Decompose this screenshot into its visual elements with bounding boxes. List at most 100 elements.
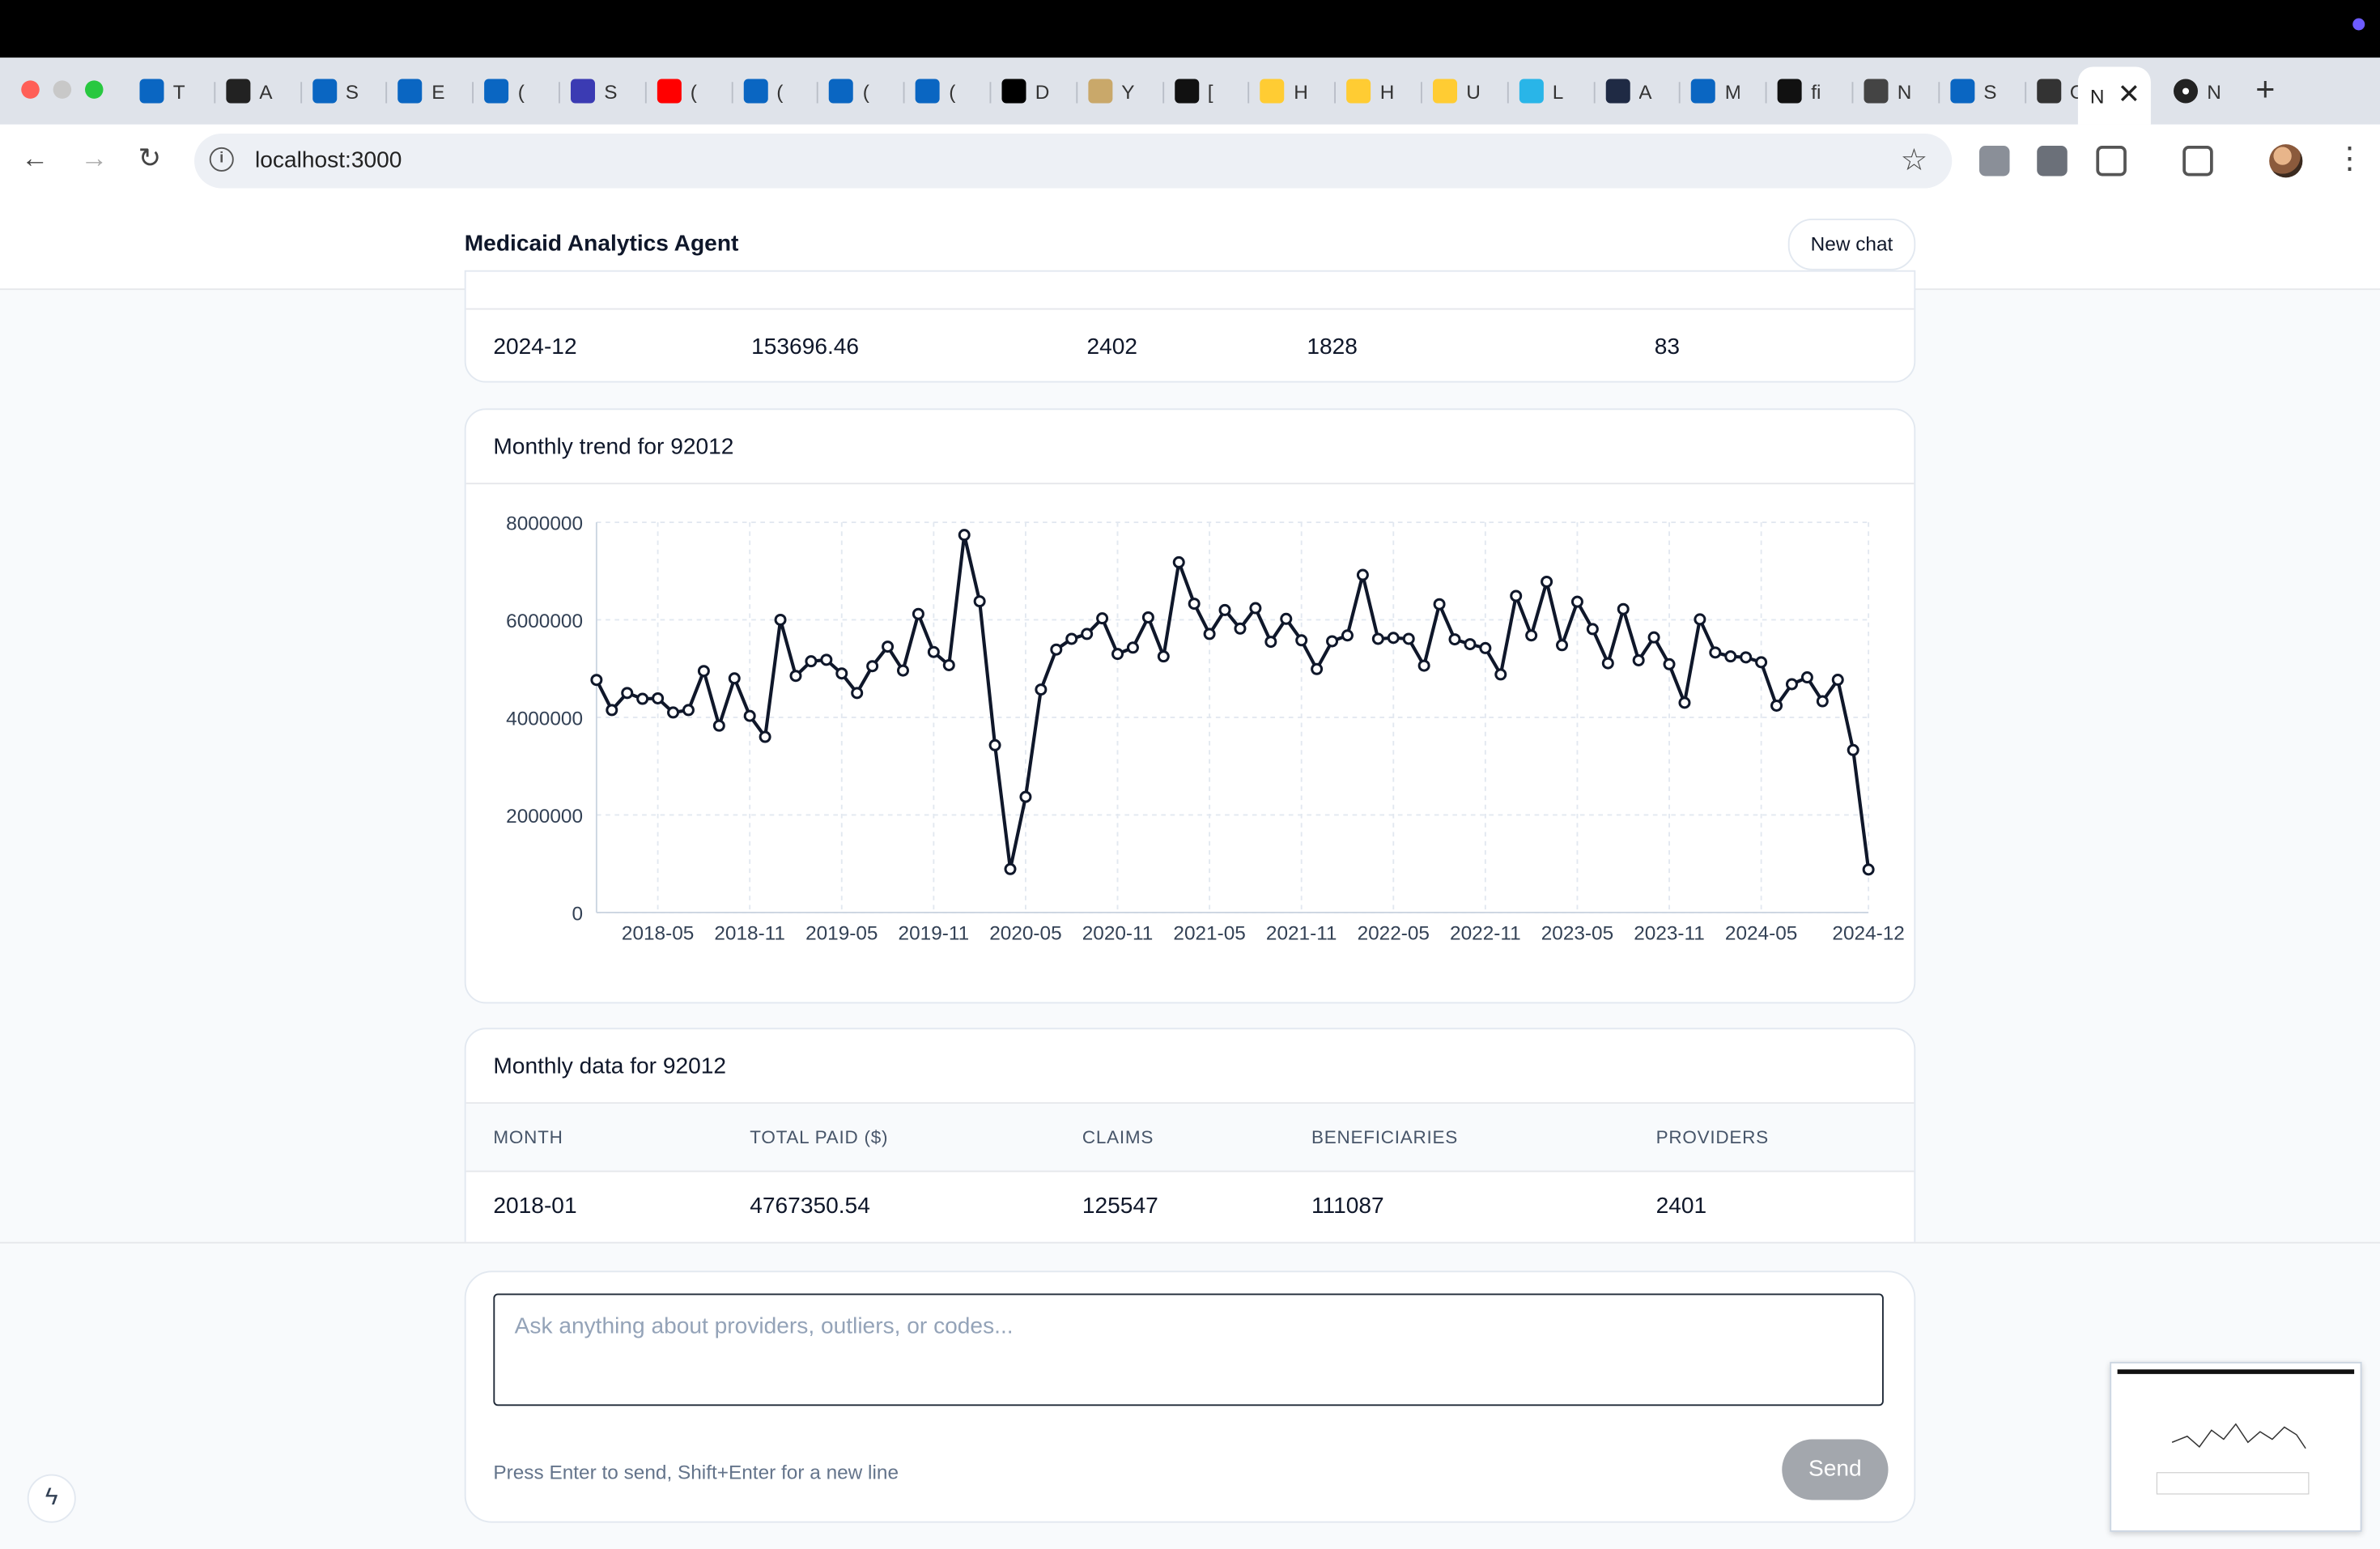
app-title: Medicaid Analytics Agent: [464, 231, 739, 257]
tab-separator: [730, 82, 733, 104]
composer-area: Press Enter to send, Shift+Enter for a n…: [0, 1241, 2380, 1549]
data-point: [1617, 602, 1630, 615]
data-point: [1816, 695, 1829, 708]
tab-github[interactable]: ● N: [2174, 76, 2222, 107]
browser-toolbar: ← → ↻ i localhost:3000 ☆ ⋮: [0, 124, 2380, 202]
tab-separator: [385, 82, 388, 104]
tab-separator: [1334, 82, 1337, 104]
new-tab-button[interactable]: +: [2255, 70, 2276, 109]
perplexity-icon: [1777, 79, 1802, 104]
extensions-puzzle-icon[interactable]: [2096, 146, 2127, 177]
thumbnail-chart: [2156, 1423, 2310, 1495]
page-thumbnail-preview[interactable]: [2110, 1361, 2362, 1532]
maximize-window-button[interactable]: [85, 80, 104, 99]
x-tick-label: 2018-11: [714, 923, 785, 945]
tab-label: E: [431, 79, 445, 103]
extension-j-icon[interactable]: [2037, 146, 2068, 177]
new-chat-button[interactable]: New chat: [1787, 219, 1916, 270]
data-point: [1417, 659, 1430, 672]
tab-active[interactable]: N ✕: [2077, 66, 2151, 125]
data-point: [712, 719, 725, 732]
back-icon[interactable]: ←: [21, 143, 49, 173]
data-point: [1647, 631, 1660, 644]
minimize-window-button[interactable]: [53, 80, 72, 99]
tab-separator: [2024, 82, 2026, 104]
tab-11[interactable]: Y: [1087, 76, 1137, 107]
tab-label: Y: [1121, 79, 1135, 103]
bookmark-star-icon[interactable]: ☆: [1900, 144, 1928, 178]
data-point: [1847, 743, 1859, 756]
address-bar[interactable]: i localhost:3000 ☆: [194, 134, 1953, 189]
data-point: [667, 706, 680, 719]
chart-card: Monthly trend for 92012 0 2000000 4000000 6…: [464, 408, 1916, 1004]
prompt-input[interactable]: [493, 1293, 1884, 1406]
chrome-icon: [1864, 79, 1889, 104]
tab-15[interactable]: U: [1433, 76, 1481, 107]
tab-21[interactable]: S: [1949, 76, 1999, 107]
tab-12[interactable]: [: [1174, 76, 1222, 107]
tab-1[interactable]: A: [225, 76, 274, 107]
data-point: [1157, 650, 1170, 663]
close-tab-icon[interactable]: ✕: [2117, 79, 2140, 110]
x-tick-label: 2020-05: [989, 923, 1061, 945]
tab-3[interactable]: E: [397, 76, 447, 107]
tab-7[interactable]: (: [742, 76, 792, 107]
data-point: [697, 665, 710, 678]
tab-9[interactable]: (: [915, 76, 964, 107]
data-point: [1785, 678, 1798, 691]
data-point: [1724, 650, 1737, 663]
extension-icon[interactable]: [1979, 146, 2010, 177]
tab-17[interactable]: A: [1604, 76, 1654, 107]
tab-16[interactable]: L: [1519, 76, 1567, 107]
tab-label: L: [1552, 79, 1564, 103]
tab-5[interactable]: S: [571, 76, 619, 107]
profile-avatar[interactable]: [2269, 144, 2303, 178]
tab-19[interactable]: fi: [1777, 76, 1826, 107]
reload-icon[interactable]: ↻: [138, 143, 161, 173]
data-point: [1464, 638, 1477, 651]
tab-separator: [300, 82, 302, 104]
tab-0[interactable]: T: [139, 76, 189, 107]
url-text[interactable]: localhost:3000: [255, 147, 402, 173]
tab-18[interactable]: M: [1691, 76, 1740, 107]
tab-label: (: [690, 79, 697, 103]
tab-14[interactable]: H: [1346, 76, 1395, 107]
x-icon: [1001, 79, 1026, 104]
table-card-title: Monthly data for 92012: [493, 1053, 727, 1080]
forward-icon[interactable]: →: [80, 143, 108, 173]
tab-separator: [1851, 82, 1854, 104]
tab-search-icon[interactable]: [2182, 146, 2213, 177]
y-tick-label: 0: [572, 903, 583, 925]
cell-claims: 2402: [1086, 334, 1138, 360]
tab-label: S: [604, 79, 618, 103]
bolt-icon[interactable]: ϟ: [27, 1474, 76, 1523]
y-tick-label: 2000000: [506, 806, 583, 828]
shield-icon: [1087, 79, 1112, 104]
tab-label: fi: [1811, 79, 1821, 103]
close-window-button[interactable]: [21, 80, 40, 99]
x-tick-label: 2021-11: [1266, 923, 1337, 945]
tab-10[interactable]: D: [1001, 76, 1051, 107]
tab-6[interactable]: (: [657, 76, 705, 107]
send-button[interactable]: Send: [1782, 1439, 1889, 1500]
site-info-icon[interactable]: i: [209, 147, 234, 172]
browser-menu-icon[interactable]: ⋮: [2334, 143, 2365, 177]
tab-20[interactable]: N: [1864, 76, 1913, 107]
header-month: MONTH: [493, 1126, 563, 1148]
x-tick-label: 2023-05: [1541, 923, 1613, 945]
monthly-data-card: Monthly data for 92012 MONTH TOTAL PAID …: [464, 1028, 1916, 1275]
x-tick-label: 2022-11: [1450, 923, 1521, 945]
table-header-row: MONTH TOTAL PAID ($) CLAIMS BENEFICIARIE…: [465, 1104, 1915, 1172]
tab-4[interactable]: (: [484, 76, 533, 107]
tab-2[interactable]: S: [312, 76, 360, 107]
data-point: [805, 655, 818, 668]
data-point: [1586, 623, 1599, 636]
data-point: [1326, 635, 1339, 648]
tab-label: S: [1983, 79, 1997, 103]
tab-8[interactable]: (: [829, 76, 878, 107]
linkedin-icon: [1949, 79, 1974, 104]
tab-separator: [1679, 82, 1681, 104]
tab-13[interactable]: H: [1260, 76, 1309, 107]
